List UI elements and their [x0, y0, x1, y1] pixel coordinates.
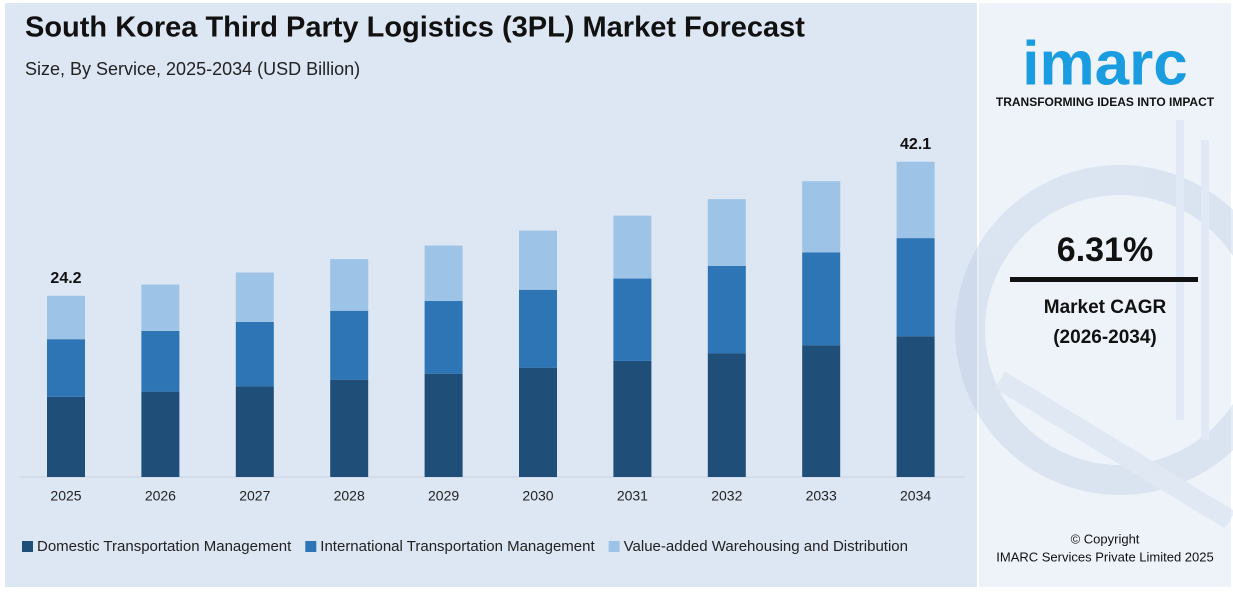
x-tick-label: 2031	[617, 488, 648, 504]
bar-segment	[424, 245, 463, 302]
company: IMARC Services Private Limited 2025	[996, 549, 1213, 564]
bar-segment	[47, 339, 85, 397]
x-tick-label: 2026	[145, 488, 176, 504]
bar-segment	[707, 265, 746, 354]
bar-segment	[896, 336, 935, 477]
bar-segment	[896, 238, 935, 337]
x-tick-label: 2028	[334, 488, 365, 504]
x-tick-label: 2034	[900, 488, 931, 504]
bar-segment	[235, 386, 274, 477]
legend-label: International Transportation Management	[320, 538, 595, 555]
copyright: © Copyright	[1071, 531, 1140, 546]
bar-segment	[141, 284, 180, 331]
divider	[1010, 277, 1198, 282]
tagline: TRANSFORMING IDEAS INTO IMPACT	[996, 95, 1215, 109]
bar-segment	[519, 367, 557, 477]
chart-title: South Korea Third Party Logistics (3PL) …	[25, 12, 805, 44]
bar-segment	[424, 301, 463, 374]
legend-swatch	[22, 541, 33, 552]
bar-segment	[802, 181, 841, 253]
x-tick-label: 2033	[806, 488, 837, 504]
logo: imarc	[1022, 29, 1187, 98]
bar-segment	[613, 278, 652, 361]
bar-segment	[47, 295, 85, 340]
cagr-period: (2026-2034)	[1053, 327, 1157, 348]
bar-segment	[235, 321, 274, 387]
cagr-value: 6.31%	[1057, 231, 1153, 269]
bar-segment	[613, 215, 652, 279]
bar-segment	[896, 161, 935, 239]
decoration	[955, 120, 1233, 529]
cagr-label: Market CAGR	[1044, 297, 1167, 318]
bar-segment	[235, 272, 274, 322]
bar-segment	[424, 373, 463, 477]
chart-subtitle: Size, By Service, 2025-2034 (USD Billion…	[25, 59, 360, 79]
total-label: 42.1	[900, 136, 931, 153]
legend-swatch	[608, 541, 620, 552]
bar-segment	[330, 310, 369, 380]
bar-segment	[330, 259, 369, 311]
side-panel	[979, 3, 1231, 587]
bar-segment	[707, 353, 746, 477]
bar-segment	[519, 230, 557, 290]
x-tick-label: 2025	[50, 488, 81, 504]
bar-segment	[141, 391, 180, 477]
bar-segment	[802, 252, 841, 346]
bar-segment	[613, 360, 652, 477]
bar-segment	[707, 199, 746, 266]
legend-swatch	[305, 541, 317, 552]
bar-segment	[802, 345, 841, 477]
legend-label: Domestic Transportation Management	[37, 538, 292, 555]
legend-label: Value-added Warehousing and Distribution	[624, 538, 908, 555]
x-tick-label: 2027	[239, 488, 270, 504]
x-tick-label: 2030	[522, 488, 553, 504]
total-label: 24.2	[50, 270, 81, 287]
bar-segment	[330, 379, 369, 477]
bar-segment	[47, 396, 85, 477]
bar-segment	[519, 289, 557, 368]
x-tick-label: 2029	[428, 488, 459, 504]
bar-segment	[141, 330, 180, 392]
x-tick-label: 2032	[711, 488, 742, 504]
